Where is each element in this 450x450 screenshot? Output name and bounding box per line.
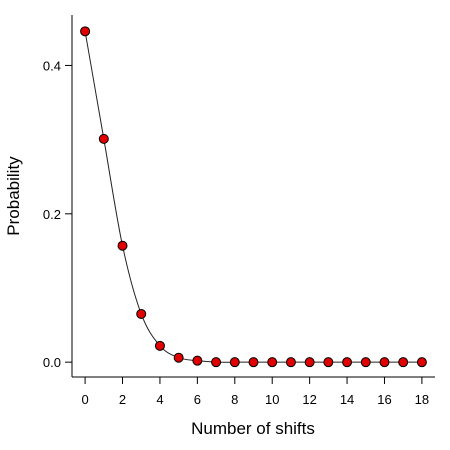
data-point bbox=[154, 340, 165, 351]
data-point bbox=[416, 357, 427, 368]
data-point bbox=[304, 357, 315, 368]
data-point bbox=[323, 357, 334, 368]
x-tick-label: 12 bbox=[302, 392, 316, 407]
x-tick-label: 16 bbox=[377, 392, 391, 407]
data-point bbox=[117, 240, 128, 251]
x-tick-label: 18 bbox=[415, 392, 429, 407]
data-points bbox=[80, 26, 427, 368]
y-axis-title: Probability bbox=[4, 156, 23, 236]
y-tick-label: 0.2 bbox=[43, 207, 61, 222]
x-tick-label: 14 bbox=[340, 392, 354, 407]
x-ticks: 0 2 4 6 8 10 12 14 16 18 bbox=[81, 377, 429, 407]
data-point bbox=[342, 357, 353, 368]
data-point bbox=[136, 308, 147, 319]
y-ticks: 0.0 0.2 0.4 bbox=[43, 58, 72, 370]
plot-area bbox=[80, 26, 427, 368]
axes: 0 2 4 6 8 10 12 14 16 18 0.0 0.2 0.4 bbox=[43, 15, 435, 407]
data-point bbox=[80, 26, 91, 37]
y-tick-label: 0.4 bbox=[43, 58, 61, 73]
data-point bbox=[248, 357, 259, 368]
x-tick-label: 2 bbox=[119, 392, 126, 407]
data-point bbox=[173, 352, 184, 363]
data-point bbox=[98, 133, 109, 144]
data-point bbox=[267, 357, 278, 368]
x-tick-label: 8 bbox=[231, 392, 238, 407]
data-point bbox=[285, 357, 296, 368]
x-tick-label: 0 bbox=[81, 392, 88, 407]
data-point bbox=[211, 357, 222, 368]
x-axis-title: Number of shifts bbox=[191, 419, 315, 438]
series-line bbox=[84, 31, 422, 363]
y-tick-label: 0.0 bbox=[43, 355, 61, 370]
data-point bbox=[229, 357, 240, 368]
data-point bbox=[192, 355, 203, 366]
data-point bbox=[398, 357, 409, 368]
data-point bbox=[379, 357, 390, 368]
x-tick-label: 4 bbox=[156, 392, 163, 407]
x-tick-label: 6 bbox=[194, 392, 201, 407]
x-tick-label: 10 bbox=[265, 392, 279, 407]
data-point bbox=[360, 357, 371, 368]
